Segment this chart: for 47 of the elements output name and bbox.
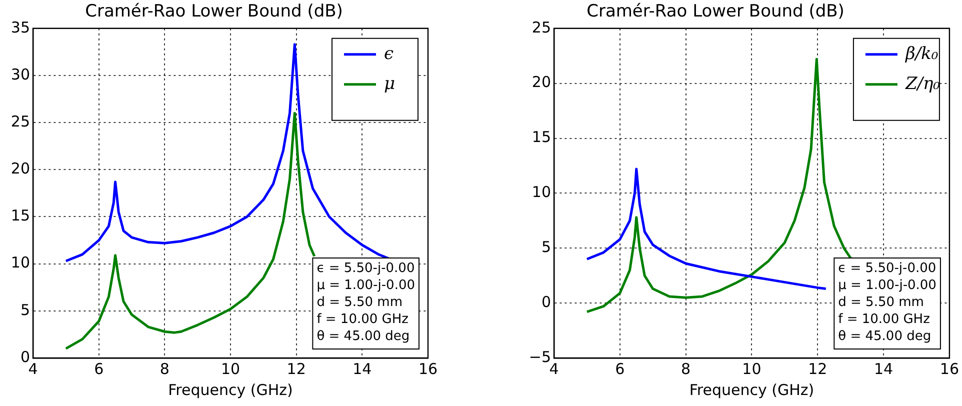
x-tick-label: 6 — [615, 360, 625, 378]
x-tick-label: 8 — [160, 360, 170, 378]
y-tick-label: 5 — [20, 300, 30, 319]
y-tick-label: −5 — [528, 348, 551, 366]
y-tick-label: 15 — [532, 128, 551, 146]
annotation: f = 10.00 GHz — [316, 312, 409, 327]
y-tick-label: 35 — [10, 18, 30, 36]
x-tick-label: 16 — [418, 360, 438, 378]
y-tick-label: 25 — [10, 112, 30, 130]
x-tick-label: 12 — [286, 360, 306, 378]
legend-label: Z/η₀ — [904, 74, 940, 94]
annotation: d = 5.50 mm — [838, 294, 924, 310]
y-tick-label: 20 — [10, 160, 30, 178]
annotation: ϵ = 5.50-j-0.00 — [838, 260, 936, 276]
legend-label: ϵ — [384, 44, 394, 64]
y-tick-label: 10 — [532, 183, 551, 202]
y-tick-label: 5 — [541, 238, 551, 256]
y-tick-label: 20 — [532, 73, 551, 92]
x-tick-label: 14 — [352, 360, 372, 378]
x-tick-label: 16 — [940, 360, 960, 378]
legend-label: β/k₀ — [904, 44, 938, 64]
annotation: θ = 45.00 deg — [316, 328, 410, 344]
annotation: θ = 45.00 deg — [838, 328, 932, 344]
x-axis-title: Frequency (GHz) — [168, 380, 293, 399]
x-tick-label: 4 — [28, 360, 38, 378]
annotation: μ = 1.00-j-0.00 — [838, 278, 936, 293]
chart-title: Cramér-Rao Lower Bound (dB) — [586, 2, 844, 22]
y-tick-label: 0 — [541, 292, 551, 311]
x-tick-label: 4 — [549, 360, 559, 378]
y-tick-label: 30 — [10, 65, 30, 84]
x-tick-label: 14 — [874, 360, 894, 378]
x-tick-label: 8 — [681, 360, 691, 378]
annotation: μ = 1.00-j-0.00 — [316, 278, 415, 293]
y-tick-label: 15 — [10, 206, 30, 225]
x-tick-label: 10 — [742, 360, 762, 378]
x-axis-title: Frequency (GHz) — [689, 380, 814, 399]
chart-title: Cramér-Rao Lower Bound (dB) — [85, 2, 343, 22]
x-tick-label: 6 — [94, 360, 104, 378]
x-tick-label: 12 — [808, 360, 828, 378]
y-tick-label: 25 — [532, 18, 551, 36]
y-tick-label: 0 — [20, 348, 30, 366]
x-tick-label: 10 — [220, 360, 240, 378]
legend-label: μ — [384, 74, 396, 94]
annotation: f = 10.00 GHz — [838, 312, 930, 327]
y-tick-label: 10 — [10, 254, 30, 272]
annotation: ϵ = 5.50-j-0.00 — [316, 260, 415, 276]
annotation: d = 5.50 mm — [316, 294, 403, 310]
